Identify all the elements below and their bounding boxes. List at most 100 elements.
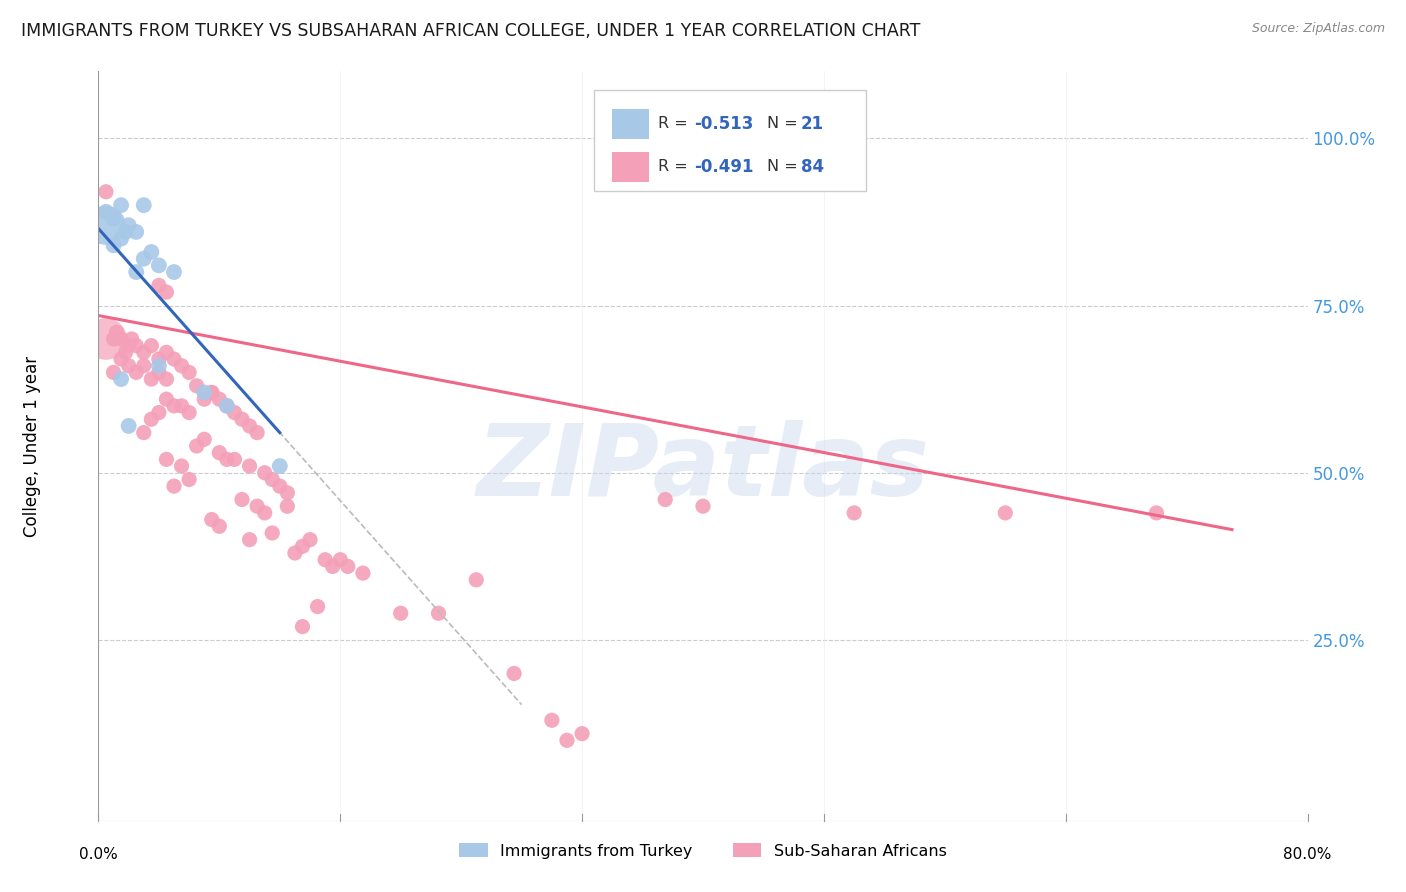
Point bbox=[239, 533, 262, 547]
Point bbox=[654, 492, 676, 507]
FancyBboxPatch shape bbox=[613, 152, 648, 182]
FancyBboxPatch shape bbox=[613, 109, 648, 139]
Point bbox=[155, 392, 177, 407]
Point bbox=[170, 459, 193, 474]
Point bbox=[110, 332, 132, 346]
Point bbox=[253, 466, 276, 480]
Point bbox=[179, 473, 201, 487]
Point bbox=[239, 419, 262, 434]
Point bbox=[291, 620, 314, 634]
Text: IMMIGRANTS FROM TURKEY VS SUBSAHARAN AFRICAN COLLEGE, UNDER 1 YEAR CORRELATION C: IMMIGRANTS FROM TURKEY VS SUBSAHARAN AFR… bbox=[21, 22, 921, 40]
Point bbox=[314, 553, 336, 567]
Point bbox=[231, 412, 253, 426]
Text: 80.0%: 80.0% bbox=[1284, 847, 1331, 863]
Point bbox=[284, 546, 307, 560]
Text: N =: N = bbox=[768, 116, 803, 131]
Point bbox=[132, 425, 155, 440]
Point bbox=[132, 359, 155, 373]
Point bbox=[231, 492, 253, 507]
Text: ZIPatlas: ZIPatlas bbox=[477, 420, 929, 517]
Point bbox=[155, 452, 177, 467]
Point bbox=[193, 433, 215, 447]
Point bbox=[103, 238, 125, 252]
Point bbox=[103, 332, 125, 346]
Text: 84: 84 bbox=[801, 158, 824, 176]
Point bbox=[148, 359, 170, 373]
Point bbox=[170, 399, 193, 413]
Point bbox=[215, 399, 238, 413]
Point bbox=[291, 539, 314, 553]
Point bbox=[246, 500, 269, 514]
Point bbox=[148, 406, 170, 420]
Point bbox=[141, 339, 163, 353]
Point bbox=[148, 259, 170, 273]
FancyBboxPatch shape bbox=[595, 90, 866, 191]
Point bbox=[103, 211, 125, 226]
Point bbox=[110, 198, 132, 212]
Point bbox=[125, 225, 148, 239]
Point bbox=[125, 339, 148, 353]
Text: -0.491: -0.491 bbox=[695, 158, 754, 176]
Point bbox=[465, 573, 488, 587]
Point bbox=[110, 232, 132, 246]
Text: 0.0%: 0.0% bbox=[79, 847, 118, 863]
Point bbox=[844, 506, 866, 520]
Point bbox=[692, 500, 714, 514]
Point bbox=[193, 385, 215, 400]
Point bbox=[201, 513, 224, 527]
Text: College, Under 1 year: College, Under 1 year bbox=[22, 355, 41, 537]
Point bbox=[141, 372, 163, 386]
Point bbox=[503, 666, 526, 681]
Point bbox=[155, 372, 177, 386]
Point bbox=[163, 399, 186, 413]
Point bbox=[155, 285, 177, 300]
Point bbox=[105, 326, 128, 340]
Point bbox=[163, 352, 186, 367]
Point bbox=[132, 252, 155, 266]
Point bbox=[307, 599, 329, 614]
Text: R =: R = bbox=[658, 160, 693, 175]
Point bbox=[201, 385, 224, 400]
Point bbox=[246, 425, 269, 440]
Point bbox=[389, 607, 412, 621]
Point bbox=[132, 345, 155, 359]
Point bbox=[262, 473, 284, 487]
Point bbox=[186, 439, 208, 453]
Point bbox=[118, 339, 141, 353]
Text: 21: 21 bbox=[801, 115, 824, 133]
Point bbox=[352, 566, 374, 581]
Point bbox=[253, 506, 276, 520]
Point bbox=[224, 406, 246, 420]
Point bbox=[110, 372, 132, 386]
Point bbox=[269, 479, 291, 493]
Point bbox=[215, 452, 238, 467]
Point bbox=[118, 419, 141, 434]
Point bbox=[329, 553, 352, 567]
Text: R =: R = bbox=[658, 116, 693, 131]
Point bbox=[994, 506, 1017, 520]
Point bbox=[1144, 506, 1167, 520]
Text: Source: ZipAtlas.com: Source: ZipAtlas.com bbox=[1251, 22, 1385, 36]
Legend: Immigrants from Turkey, Sub-Saharan Africans: Immigrants from Turkey, Sub-Saharan Afri… bbox=[453, 837, 953, 865]
Point bbox=[299, 533, 322, 547]
Point bbox=[132, 198, 155, 212]
Point bbox=[118, 359, 141, 373]
Point bbox=[170, 359, 193, 373]
Point bbox=[163, 265, 186, 279]
Point bbox=[208, 519, 231, 533]
Point bbox=[262, 526, 284, 541]
Point bbox=[110, 352, 132, 367]
Point bbox=[125, 265, 148, 279]
Point bbox=[571, 726, 593, 740]
Point bbox=[118, 219, 141, 233]
Point bbox=[276, 486, 298, 500]
Point bbox=[186, 379, 208, 393]
Point bbox=[322, 559, 344, 574]
Point bbox=[208, 392, 231, 407]
Point bbox=[208, 446, 231, 460]
Point bbox=[103, 366, 125, 380]
Point bbox=[193, 392, 215, 407]
Point bbox=[114, 225, 136, 239]
Point bbox=[114, 345, 136, 359]
Point bbox=[555, 733, 578, 747]
